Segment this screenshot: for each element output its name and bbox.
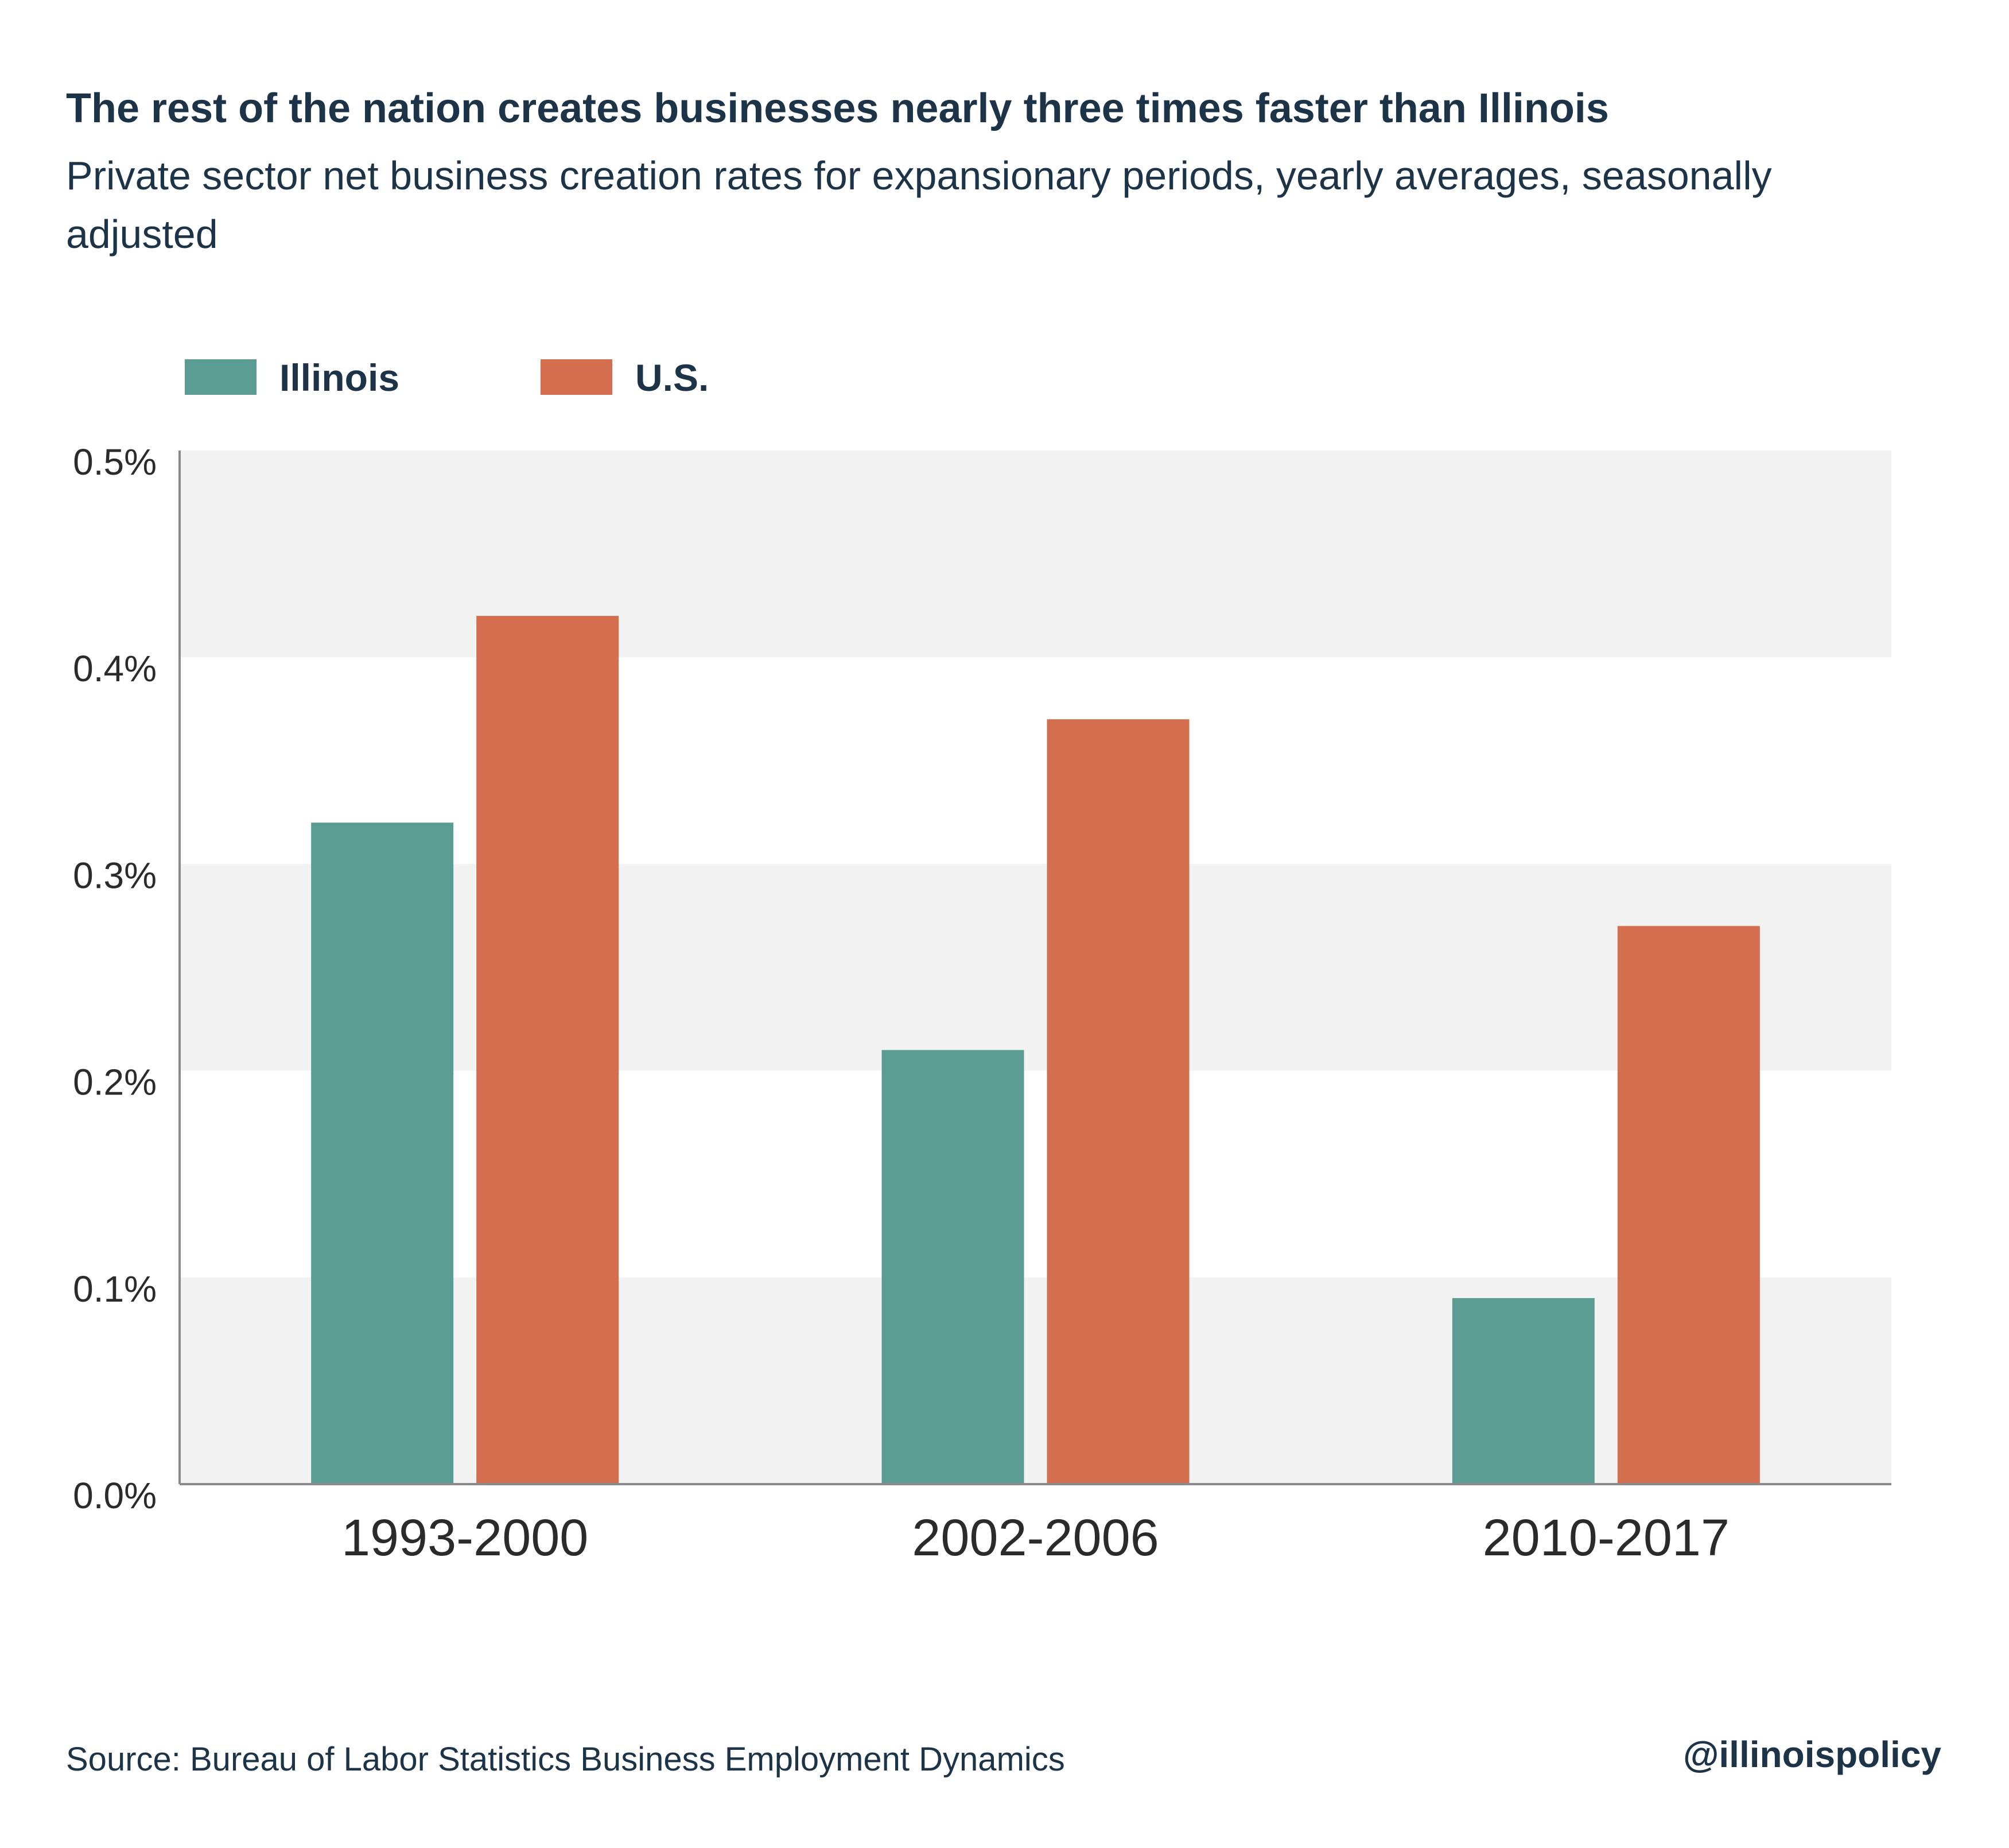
bar-illinois — [881, 1050, 1024, 1484]
chart-subtitle: Private sector net business creation rat… — [66, 153, 1772, 257]
y-tick-label: 0.0% — [73, 1475, 157, 1516]
y-tick-label: 0.4% — [73, 648, 157, 689]
bar-us — [476, 616, 619, 1484]
legend-swatch-illinois — [185, 359, 257, 395]
bar-us — [1617, 926, 1760, 1484]
grid-band — [180, 1277, 1891, 1484]
x-tick-label: 1993-2000 — [341, 1509, 588, 1567]
x-tick-label: 2002-2006 — [912, 1509, 1159, 1567]
bar-illinois — [1452, 1298, 1595, 1484]
bar-illinois — [311, 822, 454, 1484]
y-tick-label: 0.2% — [73, 1062, 157, 1103]
x-tick-label: 2010-2017 — [1483, 1509, 1730, 1567]
grid-band — [180, 864, 1891, 1071]
chart-title: The rest of the nation creates businesse… — [66, 86, 1609, 131]
source-note: Source: Bureau of Labor Statistics Busin… — [66, 1741, 1065, 1778]
legend-swatch-us — [541, 359, 612, 395]
legend-label-us: U.S. — [635, 356, 709, 399]
y-tick-label: 0.1% — [73, 1268, 157, 1310]
legend-label-illinois: Illinois — [279, 356, 400, 399]
grid-band — [180, 451, 1891, 658]
bar-us — [1047, 719, 1190, 1484]
y-tick-label: 0.3% — [73, 855, 157, 896]
y-tick-label: 0.5% — [73, 441, 157, 483]
social-handle: @illinoispolicy — [1682, 1734, 1941, 1775]
